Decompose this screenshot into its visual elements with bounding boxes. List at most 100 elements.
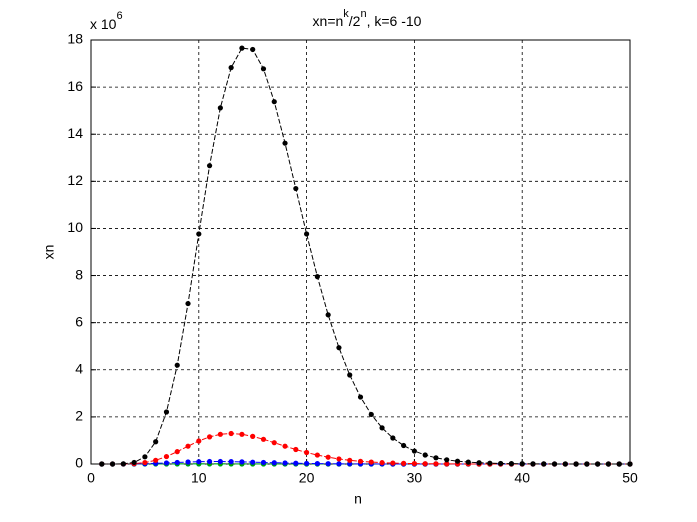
data-point <box>401 460 407 466</box>
data-point <box>185 443 191 449</box>
y-tick-label: 0 <box>75 455 83 471</box>
data-point <box>239 45 245 51</box>
data-point <box>304 231 310 237</box>
x-axis-label: n <box>354 491 362 507</box>
title-part: , k=6 -10 <box>367 13 422 29</box>
data-point <box>347 372 353 378</box>
data-point <box>163 460 170 466</box>
data-point <box>228 430 234 437</box>
y-tick-label: 8 <box>75 266 83 282</box>
title-sup: k <box>343 8 349 20</box>
data-point <box>304 460 310 467</box>
data-point <box>239 431 245 437</box>
y-tick-label: 16 <box>67 78 83 94</box>
data-point <box>379 425 385 431</box>
data-point <box>260 436 267 442</box>
data-point <box>498 460 504 467</box>
y-tick-label: 12 <box>67 172 83 188</box>
data-point <box>271 99 277 105</box>
data-point <box>433 461 439 467</box>
x-tick-label: 10 <box>191 470 207 486</box>
data-point <box>433 455 439 461</box>
data-point <box>185 300 191 307</box>
x-tick-label: 20 <box>299 470 315 486</box>
data-point <box>336 461 342 467</box>
data-point <box>282 443 288 449</box>
data-point <box>347 457 353 463</box>
data-point <box>487 460 493 466</box>
data-point <box>325 461 331 467</box>
data-point <box>120 461 126 467</box>
title-part: xn=n <box>313 13 344 29</box>
data-point <box>314 460 320 467</box>
data-point <box>217 105 223 111</box>
x-tick-label: 40 <box>514 470 530 486</box>
data-point <box>454 458 461 464</box>
y-multiplier: x 106 <box>90 10 123 32</box>
data-point <box>422 452 428 458</box>
data-point <box>99 461 105 467</box>
data-point <box>206 163 213 169</box>
data-point <box>519 461 525 467</box>
multiplier-exponent: 6 <box>116 10 122 22</box>
data-point <box>260 459 267 466</box>
data-point <box>390 460 396 466</box>
data-point <box>336 345 342 351</box>
data-point <box>584 461 590 467</box>
data-point <box>163 453 170 460</box>
data-point <box>411 448 417 454</box>
data-point <box>411 460 417 467</box>
title-part: /2 <box>349 13 361 29</box>
data-point <box>314 452 320 458</box>
data-point <box>206 458 213 465</box>
y-tick-label: 6 <box>75 313 83 329</box>
data-point <box>476 460 482 466</box>
data-point <box>282 140 288 146</box>
data-point <box>422 461 428 467</box>
data-point <box>390 435 396 441</box>
data-point <box>605 461 612 467</box>
y-tick-label: 2 <box>75 408 83 424</box>
data-point <box>163 409 170 415</box>
multiplier-base: x 10 <box>90 16 117 32</box>
data-point <box>228 65 234 71</box>
data-point <box>595 461 601 467</box>
data-point <box>109 461 116 467</box>
data-point <box>508 461 515 467</box>
data-point <box>282 460 288 466</box>
data-point <box>196 459 202 465</box>
y-tick-label: 10 <box>67 219 83 235</box>
data-point <box>357 458 364 464</box>
data-point <box>357 394 364 400</box>
data-point <box>368 411 374 418</box>
x-tick-label: 30 <box>407 470 423 486</box>
plot-area <box>90 39 631 465</box>
data-point <box>196 231 202 237</box>
data-point <box>336 456 342 462</box>
data-point <box>142 454 148 460</box>
data-point <box>444 457 450 463</box>
data-point <box>217 458 223 465</box>
data-point <box>174 449 180 455</box>
data-point <box>239 459 245 465</box>
data-point <box>250 459 256 465</box>
data-point <box>314 274 320 280</box>
data-point <box>616 461 622 467</box>
data-point <box>293 446 299 453</box>
data-point <box>153 457 159 463</box>
data-point <box>228 459 234 465</box>
data-point <box>325 312 331 318</box>
data-point <box>185 459 191 465</box>
x-tick-label: 0 <box>87 470 95 486</box>
data-point <box>250 46 256 53</box>
data-point <box>174 362 180 368</box>
data-point <box>573 461 579 467</box>
data-point <box>325 454 331 460</box>
data-point <box>304 449 310 456</box>
data-point <box>271 460 277 466</box>
title-sup: n <box>360 8 366 20</box>
data-point <box>562 461 568 467</box>
y-axis-label: xn <box>41 245 57 260</box>
data-point <box>551 461 558 467</box>
